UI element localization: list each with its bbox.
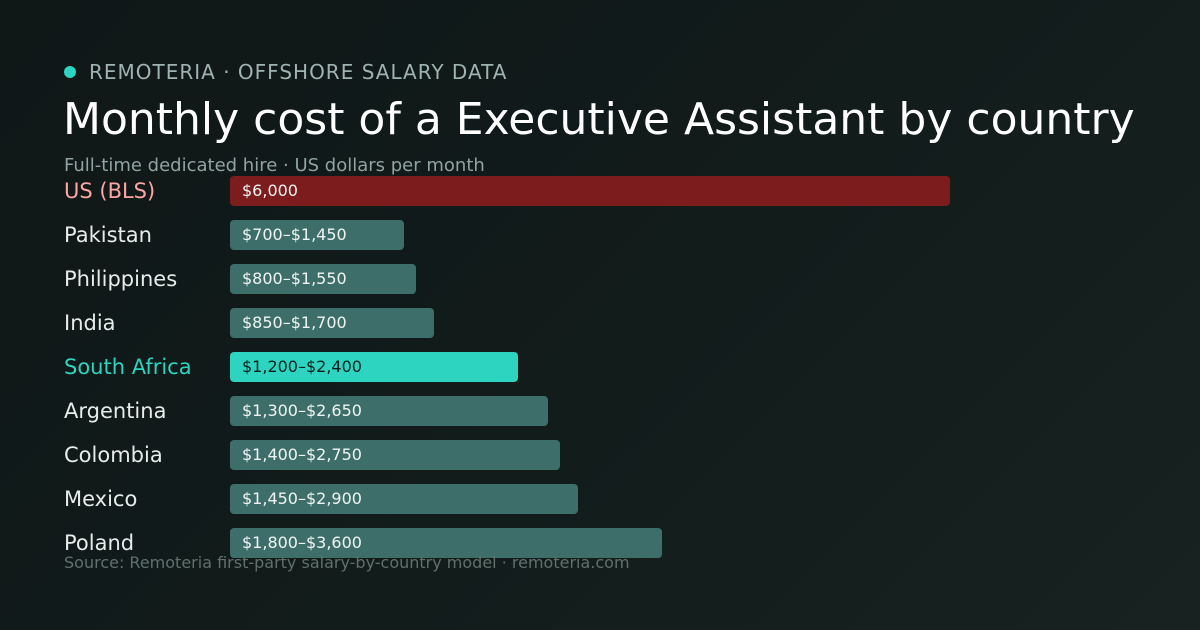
data-label: $1,300–$2,650 [242,401,362,420]
brand-dot-icon [64,66,76,78]
brand-header: REMOTERIA · OFFSHORE SALARY DATA [64,60,507,84]
bar: $850–$1,700 [230,308,434,338]
data-label: $6,000 [242,181,298,200]
brand-label: REMOTERIA · OFFSHORE SALARY DATA [89,60,508,84]
bar-row: South Africa $1,200–$2,400 [0,352,1200,382]
category-label: US (BLS) [64,179,156,203]
bar-row: Philippines $800–$1,550 [0,264,1200,294]
category-label: Mexico [64,487,138,511]
data-label: $800–$1,550 [242,269,347,288]
bar: $700–$1,450 [230,220,404,250]
bar-row: India $850–$1,700 [0,308,1200,338]
bar-row: US (BLS) $6,000 [0,176,1200,206]
category-label: South Africa [64,355,192,379]
bar: $1,450–$2,900 [230,484,578,514]
bar: $1,400–$2,750 [230,440,560,470]
bar: $800–$1,550 [230,264,416,294]
bar: $1,200–$2,400 [230,352,518,382]
bar: $1,300–$2,650 [230,396,548,426]
source-note: Source: Remoteria first-party salary-by-… [64,553,630,572]
category-label: Poland [64,531,135,555]
bar: $6,000 [230,176,950,206]
data-label: $1,200–$2,400 [242,357,362,376]
data-label: $1,400–$2,750 [242,445,362,464]
bar-row: Argentina $1,300–$2,650 [0,396,1200,426]
bar-row: Colombia $1,400–$2,750 [0,440,1200,470]
category-label: Argentina [64,399,167,423]
category-label: Pakistan [64,223,152,247]
chart-subtitle: Full-time dedicated hire · US dollars pe… [64,155,485,176]
data-label: $1,800–$3,600 [242,533,362,552]
category-label: Philippines [64,267,178,291]
chart-title: Monthly cost of a Executive Assistant by… [63,94,1135,145]
bar-row: Mexico $1,450–$2,900 [0,484,1200,514]
data-label: $700–$1,450 [242,225,347,244]
category-label: India [64,311,116,335]
data-label: $1,450–$2,900 [242,489,362,508]
bar-row: Poland $1,800–$3,600 [0,528,1200,558]
bar: $1,800–$3,600 [230,528,662,558]
data-label: $850–$1,700 [242,313,347,332]
bar-row: Pakistan $700–$1,450 [0,220,1200,250]
category-label: Colombia [64,443,163,467]
